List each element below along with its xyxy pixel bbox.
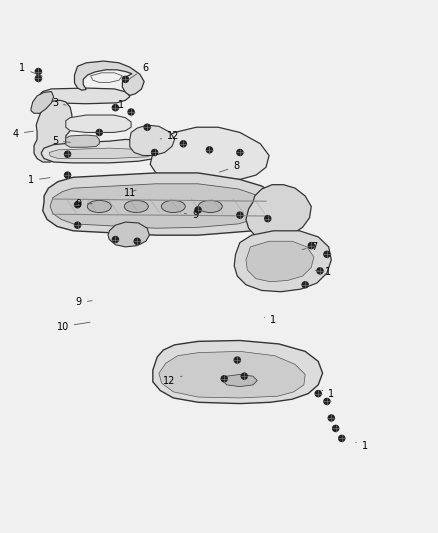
Circle shape	[221, 376, 227, 382]
Text: 6: 6	[128, 63, 148, 80]
Polygon shape	[40, 88, 130, 104]
Polygon shape	[66, 115, 131, 133]
Polygon shape	[223, 375, 257, 386]
Circle shape	[324, 251, 330, 257]
Circle shape	[328, 415, 334, 421]
Ellipse shape	[198, 200, 222, 213]
Circle shape	[128, 109, 134, 115]
Circle shape	[332, 425, 339, 431]
Circle shape	[96, 130, 102, 135]
Polygon shape	[49, 148, 155, 158]
Circle shape	[122, 76, 128, 83]
Circle shape	[206, 147, 212, 153]
Text: 1: 1	[315, 266, 331, 277]
Polygon shape	[108, 222, 149, 247]
Circle shape	[237, 212, 243, 218]
Circle shape	[35, 76, 42, 82]
Circle shape	[152, 149, 158, 156]
Text: 11: 11	[124, 188, 136, 198]
Text: 1: 1	[19, 63, 42, 76]
Polygon shape	[31, 92, 53, 114]
Polygon shape	[246, 241, 314, 282]
Polygon shape	[153, 341, 322, 403]
Circle shape	[74, 201, 81, 208]
Polygon shape	[74, 61, 144, 95]
Circle shape	[308, 243, 314, 249]
Circle shape	[237, 149, 243, 156]
Text: 10: 10	[57, 321, 90, 332]
Circle shape	[317, 268, 323, 274]
Text: 8: 8	[219, 161, 240, 172]
Polygon shape	[91, 73, 122, 83]
Circle shape	[64, 151, 71, 157]
Polygon shape	[130, 125, 175, 156]
Circle shape	[241, 373, 247, 379]
Text: 9: 9	[184, 210, 198, 220]
Circle shape	[144, 124, 150, 130]
Text: 7: 7	[302, 242, 318, 252]
Ellipse shape	[87, 200, 111, 213]
Polygon shape	[42, 140, 162, 163]
Polygon shape	[234, 231, 331, 292]
Polygon shape	[34, 100, 72, 162]
Circle shape	[339, 435, 345, 441]
Text: 9: 9	[76, 199, 92, 209]
Text: 1: 1	[28, 175, 50, 185]
Text: 3: 3	[52, 98, 66, 108]
Circle shape	[195, 207, 201, 213]
Circle shape	[113, 104, 118, 111]
Circle shape	[315, 391, 321, 397]
Text: 12: 12	[163, 376, 182, 385]
Text: 1: 1	[322, 389, 334, 399]
Text: 5: 5	[52, 136, 71, 146]
Polygon shape	[43, 173, 279, 235]
Circle shape	[74, 222, 81, 228]
Polygon shape	[246, 184, 311, 239]
Circle shape	[35, 68, 42, 75]
Circle shape	[113, 237, 118, 243]
Circle shape	[265, 215, 271, 222]
Polygon shape	[159, 351, 305, 398]
Text: 1: 1	[265, 314, 276, 325]
Ellipse shape	[161, 200, 185, 213]
Circle shape	[64, 172, 71, 178]
Circle shape	[180, 141, 186, 147]
Ellipse shape	[124, 200, 148, 213]
Circle shape	[134, 238, 140, 244]
Polygon shape	[66, 135, 99, 147]
Text: 12: 12	[160, 131, 180, 141]
Text: 1: 1	[118, 100, 124, 110]
Circle shape	[302, 282, 308, 288]
Text: 4: 4	[13, 129, 33, 139]
Polygon shape	[50, 184, 266, 228]
Text: 9: 9	[76, 297, 92, 307]
Text: 1: 1	[356, 441, 368, 451]
Polygon shape	[150, 127, 269, 180]
Circle shape	[324, 398, 330, 405]
Circle shape	[234, 357, 240, 363]
